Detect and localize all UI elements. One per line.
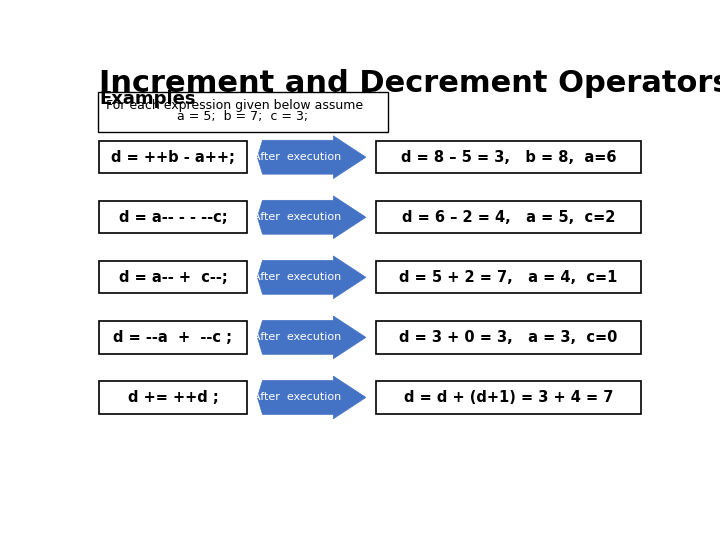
FancyBboxPatch shape <box>376 261 641 294</box>
Text: Examples: Examples <box>99 90 196 108</box>
Polygon shape <box>258 316 366 359</box>
Text: d += ++d ;: d += ++d ; <box>127 390 218 405</box>
FancyBboxPatch shape <box>376 201 641 233</box>
FancyBboxPatch shape <box>99 141 248 173</box>
FancyBboxPatch shape <box>376 141 641 173</box>
Polygon shape <box>258 136 366 179</box>
Text: d = 5 + 2 = 7,   a = 4,  c=1: d = 5 + 2 = 7, a = 4, c=1 <box>400 270 618 285</box>
Polygon shape <box>258 376 366 419</box>
Text: d = a-- +  c--;: d = a-- + c--; <box>119 270 228 285</box>
Polygon shape <box>258 256 366 299</box>
Text: Increment and Decrement Operators: Increment and Decrement Operators <box>99 69 720 98</box>
Text: After  execution: After execution <box>253 212 341 222</box>
Text: After  execution: After execution <box>253 272 341 282</box>
Text: d = ++b - a++;: d = ++b - a++; <box>111 150 235 165</box>
FancyBboxPatch shape <box>99 261 248 294</box>
FancyBboxPatch shape <box>99 381 248 414</box>
FancyBboxPatch shape <box>99 201 248 233</box>
Text: d = 8 – 5 = 3,   b = 8,  a=6: d = 8 – 5 = 3, b = 8, a=6 <box>401 150 616 165</box>
Text: d = a-- - - --c;: d = a-- - - --c; <box>119 210 228 225</box>
Text: d = --a  +  --c ;: d = --a + --c ; <box>114 330 233 345</box>
Text: a = 5;  b = 7;  c = 3;: a = 5; b = 7; c = 3; <box>177 110 308 123</box>
Text: For each expression given below assume: For each expression given below assume <box>106 99 363 112</box>
Text: d = d + (d+1) = 3 + 4 = 7: d = d + (d+1) = 3 + 4 = 7 <box>404 390 613 405</box>
Text: d = 6 – 2 = 4,   a = 5,  c=2: d = 6 – 2 = 4, a = 5, c=2 <box>402 210 615 225</box>
FancyBboxPatch shape <box>376 321 641 354</box>
FancyBboxPatch shape <box>376 381 641 414</box>
Text: d = 3 + 0 = 3,   a = 3,  c=0: d = 3 + 0 = 3, a = 3, c=0 <box>400 330 618 345</box>
Text: After  execution: After execution <box>253 152 341 162</box>
FancyBboxPatch shape <box>99 321 248 354</box>
FancyBboxPatch shape <box>98 92 387 132</box>
Polygon shape <box>258 196 366 239</box>
Text: After  execution: After execution <box>253 393 341 402</box>
Text: After  execution: After execution <box>253 333 341 342</box>
